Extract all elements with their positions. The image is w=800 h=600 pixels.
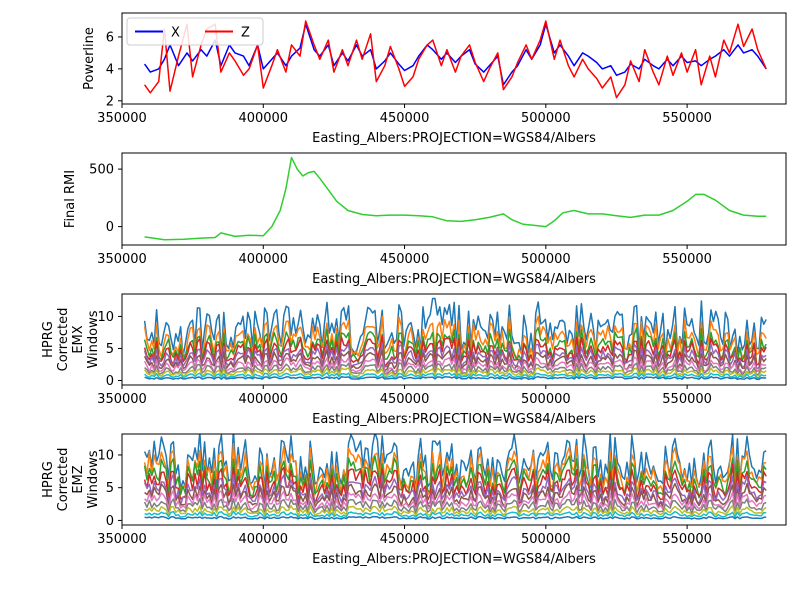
x-tick-label: 550000 — [662, 252, 712, 267]
y-axis-label: Corrected — [56, 308, 71, 372]
x-axis-label: Easting_Albers:PROJECTION=WGS84/Albers — [312, 131, 596, 146]
x-axis-label: Easting_Albers:PROJECTION=WGS84/Albers — [312, 272, 596, 287]
x-tick-label: 400000 — [238, 252, 288, 267]
legend-label-Z: Z — [241, 26, 250, 41]
series-line-1 — [144, 156, 767, 241]
plot-area — [144, 156, 767, 241]
y-tick-label: 10 — [97, 448, 114, 463]
series-line-X — [143, 23, 767, 86]
window-line-9 — [143, 367, 767, 378]
window-line-5 — [143, 473, 767, 506]
y-axis-label: EMZ — [71, 465, 86, 493]
panel-2: 350000 400000 450000 500000 550000 0 500 Eastin… — [63, 152, 787, 287]
x-tick-label: 450000 — [380, 111, 430, 126]
x-tick-label: 500000 — [521, 252, 571, 267]
y-tick-label: 0 — [106, 220, 114, 235]
window-line-8 — [144, 362, 767, 376]
x-tick-label: 550000 — [662, 392, 712, 407]
plot-area — [143, 434, 767, 520]
x-tick-label: 350000 — [97, 252, 147, 267]
y-tick-label: 5 — [106, 481, 114, 496]
y-axis-label: HPRG — [41, 321, 56, 358]
x-tick-label: 450000 — [380, 532, 430, 547]
panel-4: 350000 400000 450000 500000 550000 0 5 10 Eastin… — [41, 433, 787, 567]
window-line-9 — [144, 504, 767, 517]
y-tick-label: 0 — [106, 514, 114, 529]
y-axis-label: Final RMI — [63, 170, 78, 228]
window-line-7 — [144, 489, 767, 512]
window-line-5 — [143, 342, 767, 370]
window-line-10 — [144, 371, 767, 379]
x-tick-label: 500000 — [521, 532, 571, 547]
x-axis-label: Easting_Albers:PROJECTION=WGS84/Albers — [312, 412, 596, 427]
x-axis-label: Easting_Albers:PROJECTION=WGS84/Albers — [312, 552, 596, 567]
window-line-3 — [143, 455, 767, 502]
x-tick-label: 450000 — [380, 252, 430, 267]
axes-frame — [121, 12, 787, 105]
series-line-Z — [143, 20, 767, 99]
y-axis-label: Windows — [86, 450, 101, 508]
y-axis-label: Windows — [86, 310, 101, 368]
x-tick-label: 550000 — [662, 532, 712, 547]
y-tick-label: 10 — [97, 310, 114, 325]
y-axis-label: Corrected — [56, 448, 71, 512]
legend-box — [126, 17, 264, 46]
y-tick-label: 5 — [106, 342, 114, 357]
panel-3: 350000 400000 450000 500000 550000 0 5 10 Eastin… — [41, 293, 787, 427]
window-line-7 — [143, 356, 767, 374]
window-line-11 — [144, 375, 767, 381]
axes-frame — [121, 293, 787, 386]
x-tick-label: 500000 — [521, 392, 571, 407]
y-axis-label: Powerline — [82, 27, 97, 90]
plot-area — [143, 297, 767, 381]
axes-frame — [121, 433, 787, 526]
x-tick-label: 500000 — [521, 111, 571, 126]
x-tick-label: 350000 — [97, 111, 147, 126]
legend-label-X: X — [171, 26, 180, 41]
x-tick-label: 550000 — [662, 111, 712, 126]
y-tick-label: 6 — [106, 30, 114, 45]
y-tick-label: 4 — [106, 62, 114, 77]
window-line-8 — [143, 497, 767, 515]
y-axis-label: EMX — [71, 325, 86, 353]
window-line-4 — [143, 335, 767, 368]
plot-area — [143, 20, 767, 99]
window-line-4 — [143, 463, 767, 505]
window-line-11 — [144, 515, 767, 520]
x-tick-label: 400000 — [238, 532, 288, 547]
window-line-1 — [143, 297, 767, 358]
y-tick-label: 500 — [89, 163, 114, 178]
x-tick-label: 350000 — [97, 532, 147, 547]
x-tick-label: 400000 — [238, 392, 288, 407]
y-tick-label: 0 — [106, 374, 114, 389]
y-tick-label: 2 — [106, 94, 114, 109]
axes-frame — [121, 152, 787, 246]
x-tick-label: 450000 — [380, 392, 430, 407]
window-line-1 — [143, 434, 767, 494]
x-tick-label: 400000 — [238, 111, 288, 126]
panel-1: 350000 400000 450000 500000 550000 2 4 6 Easting… — [82, 12, 787, 146]
x-tick-label: 350000 — [97, 392, 147, 407]
y-axis-label: HPRG — [41, 461, 56, 498]
window-line-10 — [144, 510, 767, 519]
